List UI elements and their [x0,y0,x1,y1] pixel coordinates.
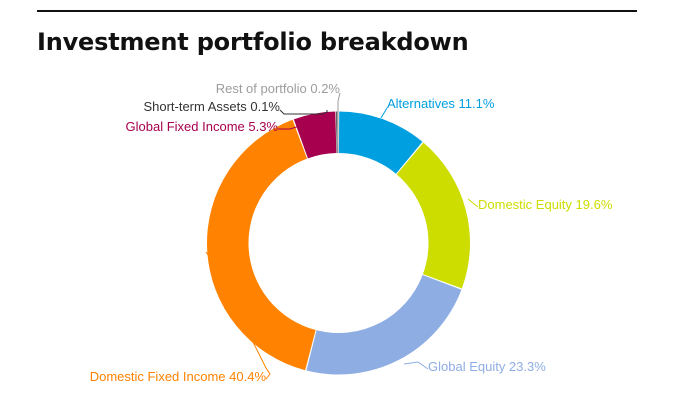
label-global-fixed-income: Global Fixed Income 5.3% [126,119,279,134]
leader-global-equity [403,361,429,370]
label-rest-of-portfolio: Rest of portfolio 0.2% [216,81,341,96]
label-short-term-assets: Short-term Assets 0.1% [143,99,280,114]
slice-domestic-equity [396,142,470,289]
leader-domestic-equity [467,198,479,208]
label-alternatives: Alternatives 11.1% [387,96,495,111]
label-domestic-equity: Domestic Equity 19.6% [478,197,613,212]
slice-rest-of-portfolio [336,111,339,154]
leader-short-term-assets [279,109,328,115]
leader-lines [205,92,479,380]
leader-domestic-fixed-income [205,251,271,380]
chart-title: Investment portfolio breakdown [37,28,469,56]
top-rule [37,10,637,12]
slice-domestic-fixed-income [206,119,316,371]
leader-global-fixed-income [278,123,307,130]
slice-alternatives [338,111,423,174]
label-global-equity: Global Equity 23.3% [428,359,546,374]
slice-global-fixed-income [293,111,337,159]
slice-labels: Alternatives 11.1% Domestic Equity 19.6% G… [90,81,613,384]
slice-short-term-assets [336,111,338,154]
donut-slices [206,111,470,375]
label-domestic-fixed-income: Domestic Fixed Income 40.4% [90,369,267,384]
leader-alternatives [380,107,388,119]
slice-global-equity [306,274,462,375]
leader-rest-of-portfolio [337,92,341,112]
